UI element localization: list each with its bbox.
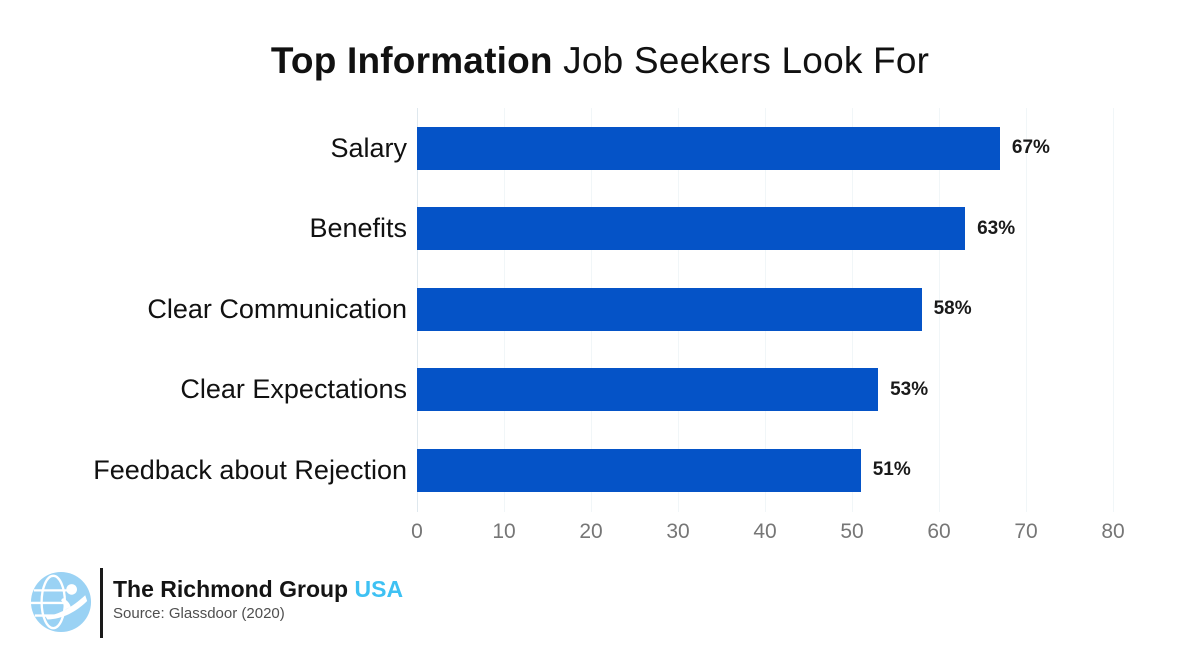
category-label: Salary bbox=[330, 132, 407, 163]
x-tick-label: 50 bbox=[840, 520, 864, 543]
source-attribution: Source: Glassdoor (2020) bbox=[113, 605, 285, 623]
gridline bbox=[939, 108, 940, 512]
gridline bbox=[1113, 108, 1114, 512]
value-label: 58% bbox=[933, 298, 972, 320]
x-tick-label: 20 bbox=[579, 520, 603, 543]
bar-track: 63% bbox=[417, 207, 1113, 251]
brand-name: The Richmond Group USA bbox=[113, 576, 404, 602]
value-label: 63% bbox=[977, 217, 1016, 239]
x-tick-label: 0 bbox=[411, 520, 423, 543]
bar bbox=[417, 207, 966, 251]
bar bbox=[417, 368, 879, 412]
x-tick-label: 10 bbox=[492, 520, 516, 543]
value-label: 67% bbox=[1011, 137, 1050, 159]
bar-chart: Salary 67% Benefits 63% Clear Communication 5… bbox=[30, 108, 1125, 550]
bar-row: Clear Expectations 53% bbox=[30, 350, 1123, 431]
value-label: 53% bbox=[890, 378, 929, 400]
category-label: Benefits bbox=[309, 213, 407, 244]
bar bbox=[417, 126, 1000, 170]
brand-divider bbox=[100, 568, 103, 638]
branding-footer: The Richmond Group USA Source: Glassdoor… bbox=[30, 568, 403, 638]
bar-row: Feedback about Rejection 51% bbox=[30, 430, 1123, 511]
chart-title-regular-part: Job Seekers Look For bbox=[563, 40, 930, 81]
bar-row: Clear Communication 58% bbox=[30, 269, 1123, 350]
bar-track: 51% bbox=[417, 448, 1113, 492]
globe-person-icon bbox=[30, 571, 92, 633]
category-label: Feedback about Rejection bbox=[93, 454, 407, 485]
category-label: Clear Expectations bbox=[180, 374, 407, 405]
x-tick-label: 40 bbox=[753, 520, 777, 543]
bar bbox=[417, 287, 922, 331]
bar-rows: Salary 67% Benefits 63% Clear Communication 5… bbox=[30, 108, 1123, 511]
chart-title-bold-part: Top Information bbox=[270, 40, 553, 81]
value-label: 51% bbox=[872, 459, 911, 481]
chart-title: Top Information Job Seekers Look For bbox=[0, 40, 1200, 82]
x-tick-label: 70 bbox=[1014, 520, 1038, 543]
gridline bbox=[1026, 108, 1027, 512]
x-axis: 0 10 20 30 40 50 60 70 80 bbox=[411, 520, 1125, 550]
bar-track: 58% bbox=[417, 287, 1113, 331]
x-tick-label: 80 bbox=[1101, 520, 1125, 543]
x-tick-label: 60 bbox=[927, 520, 951, 543]
bar-track: 67% bbox=[417, 126, 1113, 170]
brand-name-main: The Richmond Group bbox=[113, 576, 349, 602]
bar-row: Benefits 63% bbox=[30, 189, 1123, 270]
bar-track: 53% bbox=[417, 368, 1113, 412]
bar-row: Salary 67% bbox=[30, 108, 1123, 189]
brand-name-suffix: USA bbox=[354, 576, 404, 602]
bar bbox=[417, 448, 861, 492]
category-label: Clear Communication bbox=[147, 293, 407, 324]
x-tick-label: 30 bbox=[666, 520, 690, 543]
